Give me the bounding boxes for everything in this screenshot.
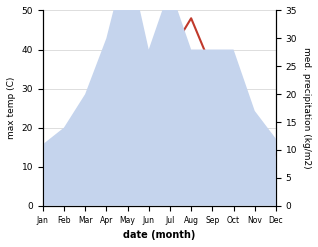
Y-axis label: med. precipitation (kg/m2): med. precipitation (kg/m2) — [302, 47, 311, 169]
X-axis label: date (month): date (month) — [123, 230, 196, 240]
Y-axis label: max temp (C): max temp (C) — [7, 77, 16, 139]
